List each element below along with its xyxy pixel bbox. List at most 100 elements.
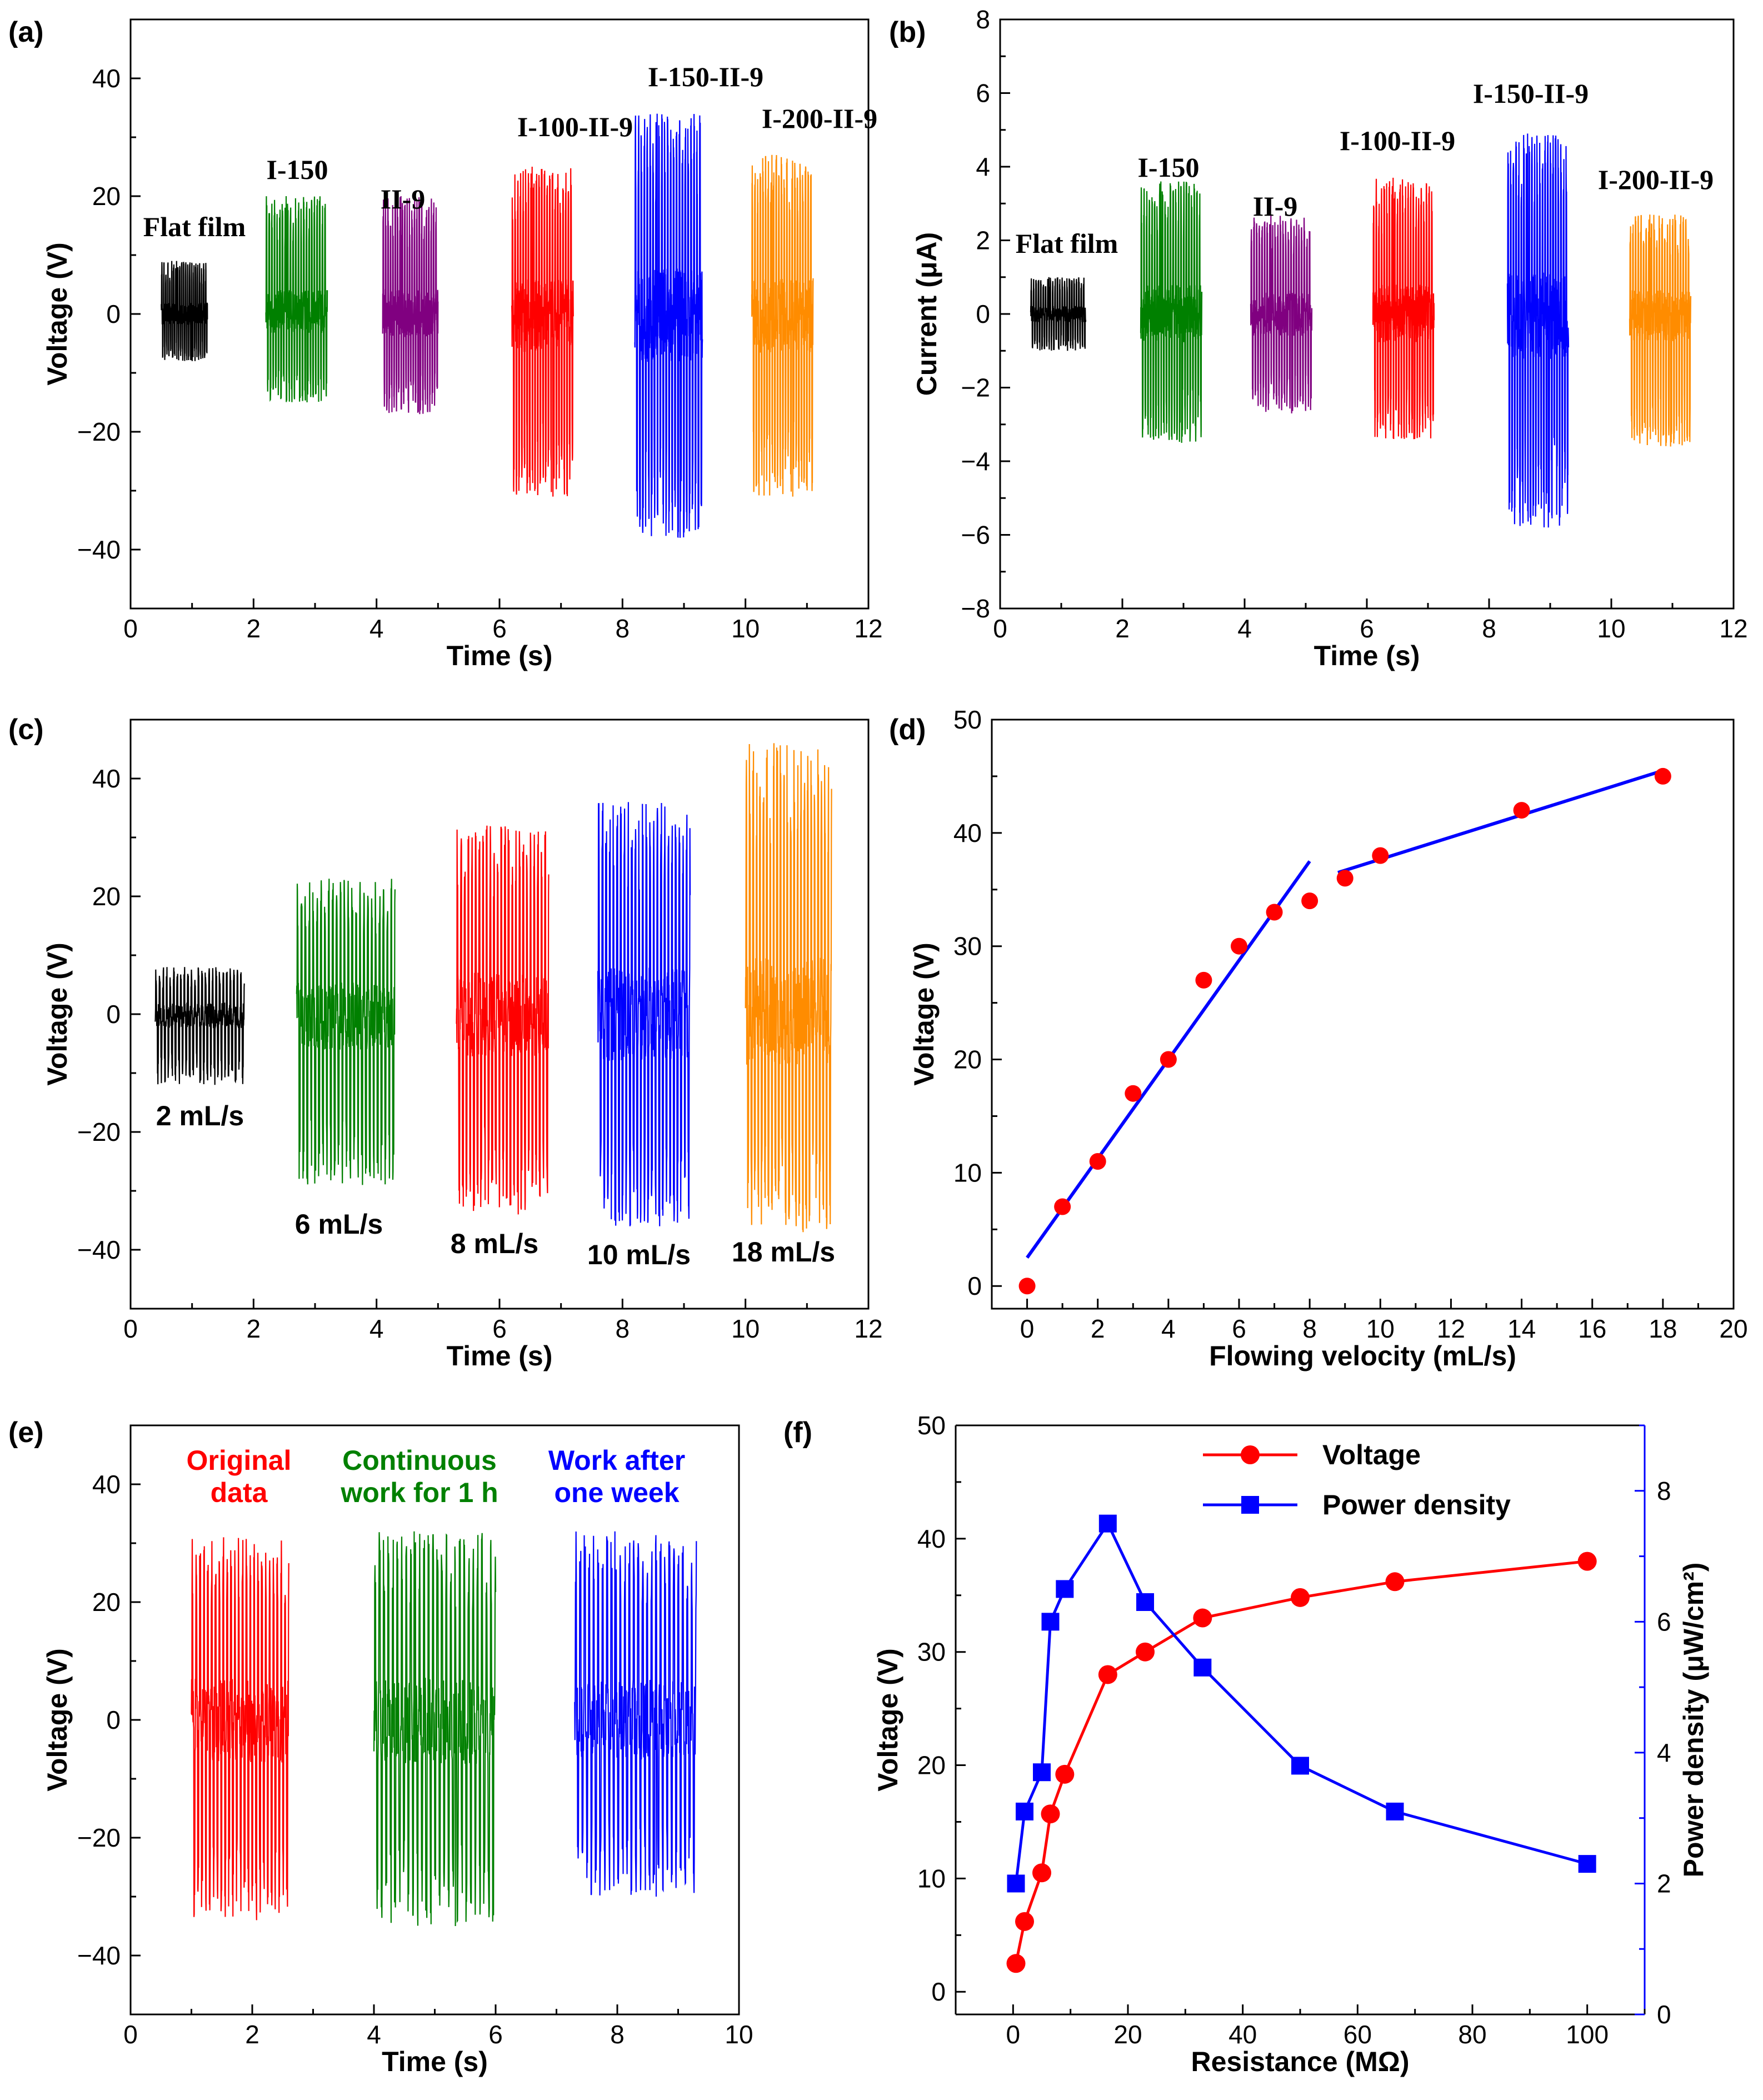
series-label: 18 mL/s [732,1236,835,1268]
x-tick-label: 6 [492,614,507,643]
y2-tick-label: 0 [1657,2000,1671,2029]
y-tick-label: −40 [77,535,121,564]
data-point [1301,892,1318,910]
series-label: Work after one week [548,1445,685,1508]
x-tick-label: 2 [1115,614,1130,643]
x-tick-label: 60 [1344,2020,1372,2049]
data-point [1136,1593,1154,1611]
plot-frame [991,719,1735,1310]
series-label-line: one week [554,1477,679,1508]
data-point [1033,1763,1051,1782]
y2-tick-label: 2 [1657,1869,1671,1898]
x-tick-label: 2 [247,614,261,643]
y-tick-label: 6 [976,79,990,108]
panel-label: (d) [889,714,926,746]
data-point [1032,1863,1051,1883]
x-tick-label: 12 [854,614,882,643]
x-tick-label: 20 [1113,2020,1142,2049]
x-tick-label: 20 [1719,1314,1747,1343]
x-tick-label: 4 [367,2020,381,2049]
panel-label: (b) [889,16,926,48]
series-label: Flat film [1016,228,1118,259]
y-axis-title: Current (μA) [911,232,942,396]
y-tick-label: 40 [92,764,121,793]
chart-b: (b) 0 2 4 6 8 10 12 −8 −6 −4 −2 0 2 4 6 8 Time (s) Current… [889,5,1748,671]
x-tick-label: 10 [1597,614,1625,643]
series-label: II-9 [1253,191,1298,222]
data-point [1054,1198,1071,1215]
y-tick-label: 0 [931,1977,946,2006]
y-tick-label: 20 [92,882,121,911]
data-point [1193,1608,1212,1628]
y-tick-label: 2 [976,226,990,255]
x-axis-title: Flowing velocity (mL/s) [1209,1340,1516,1371]
y-tick-label: −6 [961,521,990,550]
series-label-line: data [211,1477,268,1508]
data-point [1385,1572,1405,1592]
chart-e: (e) 0 2 4 6 8 10 −40 −20 0 20 40 Time (s) Voltage (V)… [8,1416,753,2077]
signal-trace [597,802,691,1226]
y-tick-label: 8 [976,5,990,34]
data-point [1089,1153,1106,1170]
signal-trace [456,825,550,1215]
y-axis-title: Voltage (V) [908,942,940,1085]
x-axis-title: Time (s) [447,640,553,671]
x-tick-label: 0 [993,614,1007,643]
signal-trace [382,196,439,415]
data-point [1193,1658,1212,1677]
signal-trace [574,1531,697,1897]
y-tick-label: 10 [917,1864,946,1893]
x-axis-title: Time (s) [382,2046,488,2077]
data-point [1018,1278,1036,1295]
data-point [1386,1802,1404,1820]
y2-tick-label: 8 [1657,1477,1671,1505]
signal-trace [1372,177,1435,440]
data-point [1578,1855,1596,1873]
y-tick-label: 30 [953,932,982,961]
x-tick-label: 8 [1482,614,1496,643]
x-tick-label: 0 [123,614,138,643]
data-point [1654,767,1671,785]
y-tick-label: 40 [92,1470,121,1499]
x-tick-label: 2 [245,2020,259,2049]
y-tick-label: 0 [106,1705,121,1734]
y2-tick-label: 6 [1657,1607,1671,1636]
chart-a: (a) 0 2 4 6 8 10 12 −40 −20 0 20 40 Time (s) Voltage (… [8,16,883,671]
signal-trace [1140,181,1203,443]
data-point [1195,971,1212,989]
series-label: 6 mL/s [295,1209,383,1240]
series-label: I-200-II-9 [762,103,877,134]
chart-f: (f) 0 20 40 60 80 100 0 10 20 30 40 50 0 2 4 6 8 Resistanc… [783,1411,1709,2077]
legend-marker [1241,1496,1259,1514]
x-tick-label: 6 [492,1314,507,1343]
signal-trace [191,1537,289,1921]
x-tick-label: 8 [1302,1314,1317,1343]
x-tick-label: 10 [725,2020,753,2049]
y-axis-title: Voltage (V) [872,1648,903,1791]
data-point [1372,847,1389,864]
signal-trace [154,967,245,1085]
legend-label: Voltage [1322,1439,1421,1470]
data-point [1125,1085,1142,1102]
data-point [1231,937,1247,955]
signal-trace [511,166,574,497]
x-axis-title: Time (s) [1314,640,1420,671]
panel-label: (a) [8,16,44,48]
y-tick-label: 0 [967,1271,982,1300]
chart-d: (d) 0 2 4 6 8 10 12 14 16 18 20 0 10 20 30 40 50 Flowing v… [889,705,1748,1371]
x-tick-label: 0 [123,2020,138,2049]
chart-c: (c) 0 2 4 6 8 10 12 −40 −20 0 20 40 Time (s) Voltage (… [8,714,883,1371]
x-tick-label: 14 [1507,1314,1536,1343]
x-tick-label: 6 [1360,614,1374,643]
x-tick-label: 0 [1020,1314,1035,1343]
data-point [1055,1764,1075,1784]
x-tick-label: 8 [616,1314,630,1343]
x-axis-title: Time (s) [447,1340,553,1371]
y-tick-label: 20 [92,182,121,211]
signal-trace [745,743,832,1233]
x-tick-label: 0 [1006,2020,1021,2049]
signal-trace [1629,215,1692,447]
y-axis-title: Voltage (V) [42,1648,73,1791]
series-label-line: Work after [548,1445,685,1476]
signal-trace [1030,277,1087,351]
